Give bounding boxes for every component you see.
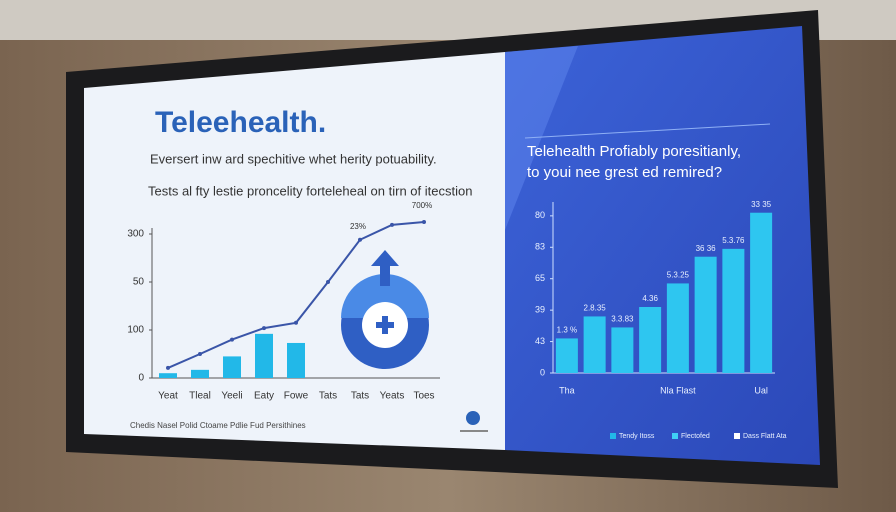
slide-subtitle: Eversert inw ard spechitive whet herity … (150, 151, 437, 166)
x-tick-label: Eaty (254, 391, 274, 402)
line-point (422, 220, 426, 224)
annotation: 3.3.83 (611, 315, 634, 324)
bar (750, 212, 773, 373)
bar (191, 369, 209, 378)
right-title-line: Telehealth Profiably poresitianly, (527, 143, 741, 160)
annotation: 4.36 (642, 294, 658, 303)
bar (287, 342, 305, 378)
right-title-line: to youi nee grest ed remired? (527, 164, 722, 181)
bar (611, 327, 634, 373)
bar (583, 316, 606, 373)
health-icon (341, 250, 429, 369)
bar (639, 307, 662, 373)
line-point (390, 222, 394, 227)
y-tick-label: 300 (127, 229, 144, 240)
line-point (358, 237, 362, 242)
x-tick-label: Fowe (284, 391, 309, 402)
legend-label: Flectofed (681, 433, 710, 440)
annotation: 33 35 (751, 200, 772, 209)
x-tick-label: Yeeli (221, 391, 242, 402)
line-point (294, 320, 298, 325)
x-tick-label: Tats (319, 391, 337, 402)
x-tick-label: Nla Flast (660, 385, 696, 395)
line-point (198, 352, 202, 356)
legend-swatch (734, 433, 740, 439)
x-tick-label: Tleal (189, 391, 211, 402)
annotation: 2.8.35 (584, 304, 607, 313)
x-tick-label: Toes (413, 391, 434, 402)
y-tick-label: 43 (535, 336, 545, 346)
y-tick-label: 39 (535, 305, 545, 315)
annotation: 700% (412, 201, 432, 210)
legend-swatch (672, 433, 678, 439)
divider (524, 123, 771, 139)
line-point (230, 337, 234, 342)
annotation: 5.3.25 (667, 271, 690, 280)
slide-caption: Tests al fty lestie proncelity fortelehe… (148, 183, 472, 198)
bar (555, 338, 578, 373)
slide-title: Teleehealth. (155, 106, 326, 139)
x-tick-label: Yeat (158, 391, 178, 402)
slide-accent (505, 46, 578, 230)
x-tick-label: Yeats (380, 391, 405, 402)
bar (223, 356, 241, 378)
bar (666, 283, 689, 373)
y-tick-label: 50 (133, 277, 145, 288)
bar (255, 333, 273, 378)
y-tick-label: 65 (535, 273, 545, 283)
line-point (166, 365, 170, 370)
y-tick-label: 0 (540, 367, 545, 377)
slide-footer: Chedis Nasel Polid Ctoame Pdlie Fud Pers… (130, 421, 306, 430)
y-tick-label: 83 (535, 242, 545, 252)
line-point (262, 326, 266, 331)
bar (722, 248, 745, 373)
line-point (326, 280, 330, 284)
legend-label: Tendy Itoss (619, 433, 655, 440)
y-tick-label: 80 (535, 210, 545, 220)
x-tick-label: Tha (559, 385, 575, 395)
annotation: 36 36 (696, 244, 717, 253)
x-tick-label: Ual (754, 385, 768, 395)
annotation: 1.3 % (557, 326, 577, 335)
bar (694, 256, 717, 373)
bar (159, 373, 177, 378)
y-tick-label: 100 (127, 325, 144, 336)
y-tick-label: 0 (138, 373, 144, 384)
annotation: 5.3.76 (722, 236, 745, 245)
logo (460, 411, 488, 432)
legend-label: Dass Flatt Ata (743, 433, 787, 440)
x-tick-label: Tats (351, 391, 369, 402)
legend-swatch (610, 433, 616, 439)
annotation: 23% (350, 222, 366, 231)
